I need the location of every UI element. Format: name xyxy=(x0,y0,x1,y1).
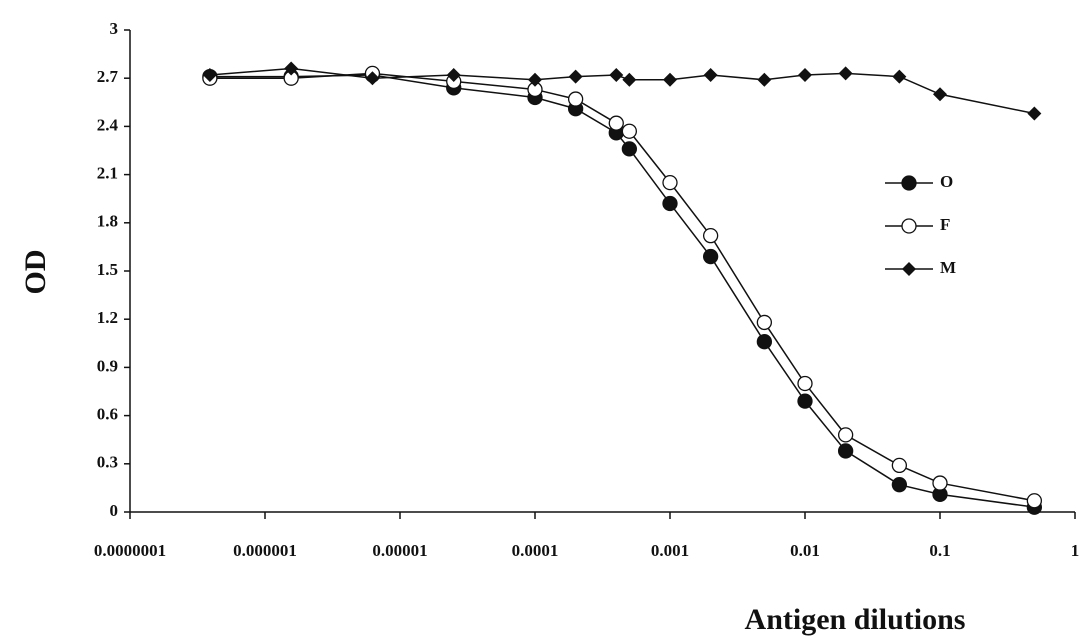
marker xyxy=(797,393,813,409)
y-tick-label: 2.7 xyxy=(97,67,119,86)
x-tick-label: 0.0000001 xyxy=(94,541,166,560)
marker xyxy=(608,115,624,131)
marker xyxy=(837,427,854,443)
marker xyxy=(662,195,678,212)
marker xyxy=(891,477,908,493)
x-tick-label: 0.0001 xyxy=(512,541,559,560)
marker xyxy=(798,67,812,82)
y-tick-label: 2.4 xyxy=(97,115,119,134)
marker xyxy=(528,72,542,87)
marker xyxy=(892,69,907,84)
x-axis-title: Antigen dilutions xyxy=(745,603,966,636)
legend-marker xyxy=(902,262,916,276)
marker xyxy=(568,69,583,84)
x-tick-label: 0.001 xyxy=(651,541,689,560)
y-tick-label: 0 xyxy=(110,501,119,520)
y-tick-label: 2.1 xyxy=(97,164,118,183)
series-line xyxy=(209,72,1035,502)
series-line xyxy=(209,67,1035,115)
y-tick-label: 0.9 xyxy=(97,356,118,375)
marker xyxy=(1027,106,1042,121)
legend-label: M xyxy=(940,258,956,277)
y-tick-label: 0.6 xyxy=(97,405,118,424)
marker xyxy=(756,314,773,331)
x-tick-label: 0.000001 xyxy=(233,541,297,560)
marker xyxy=(702,228,719,244)
marker xyxy=(837,443,854,459)
marker xyxy=(621,123,638,139)
marker xyxy=(702,248,719,265)
y-tick-label: 3 xyxy=(110,19,119,38)
y-tick-label: 1.8 xyxy=(97,212,118,231)
marker xyxy=(757,72,772,87)
x-tick-label: 0.00001 xyxy=(372,541,427,560)
y-tick-label: 1.2 xyxy=(97,308,118,327)
marker xyxy=(838,66,853,81)
y-axis-title: OD xyxy=(19,250,52,295)
marker xyxy=(797,375,813,392)
marker xyxy=(933,87,947,102)
marker xyxy=(365,71,380,86)
marker xyxy=(202,67,217,82)
marker xyxy=(756,334,773,350)
marker xyxy=(703,67,718,82)
marker xyxy=(932,475,948,491)
legend-marker xyxy=(901,218,917,234)
y-tick-label: 1.5 xyxy=(97,260,118,279)
marker xyxy=(567,91,584,107)
marker xyxy=(1026,493,1043,509)
x-tick-label: 0.01 xyxy=(790,541,820,560)
x-tick-label: 0.1 xyxy=(929,541,950,560)
marker xyxy=(609,67,624,82)
marker xyxy=(663,72,677,87)
y-tick-label: 0.3 xyxy=(97,453,118,472)
marker xyxy=(621,141,638,157)
x-tick-label: 1 xyxy=(1071,541,1080,560)
marker xyxy=(446,67,461,82)
legend-label: F xyxy=(940,215,950,234)
legend-label: O xyxy=(940,172,953,191)
marker xyxy=(622,72,637,87)
marker xyxy=(891,457,908,474)
series-line xyxy=(209,74,1035,508)
legend-marker xyxy=(901,175,917,191)
marker xyxy=(662,174,678,191)
marker xyxy=(284,61,299,76)
